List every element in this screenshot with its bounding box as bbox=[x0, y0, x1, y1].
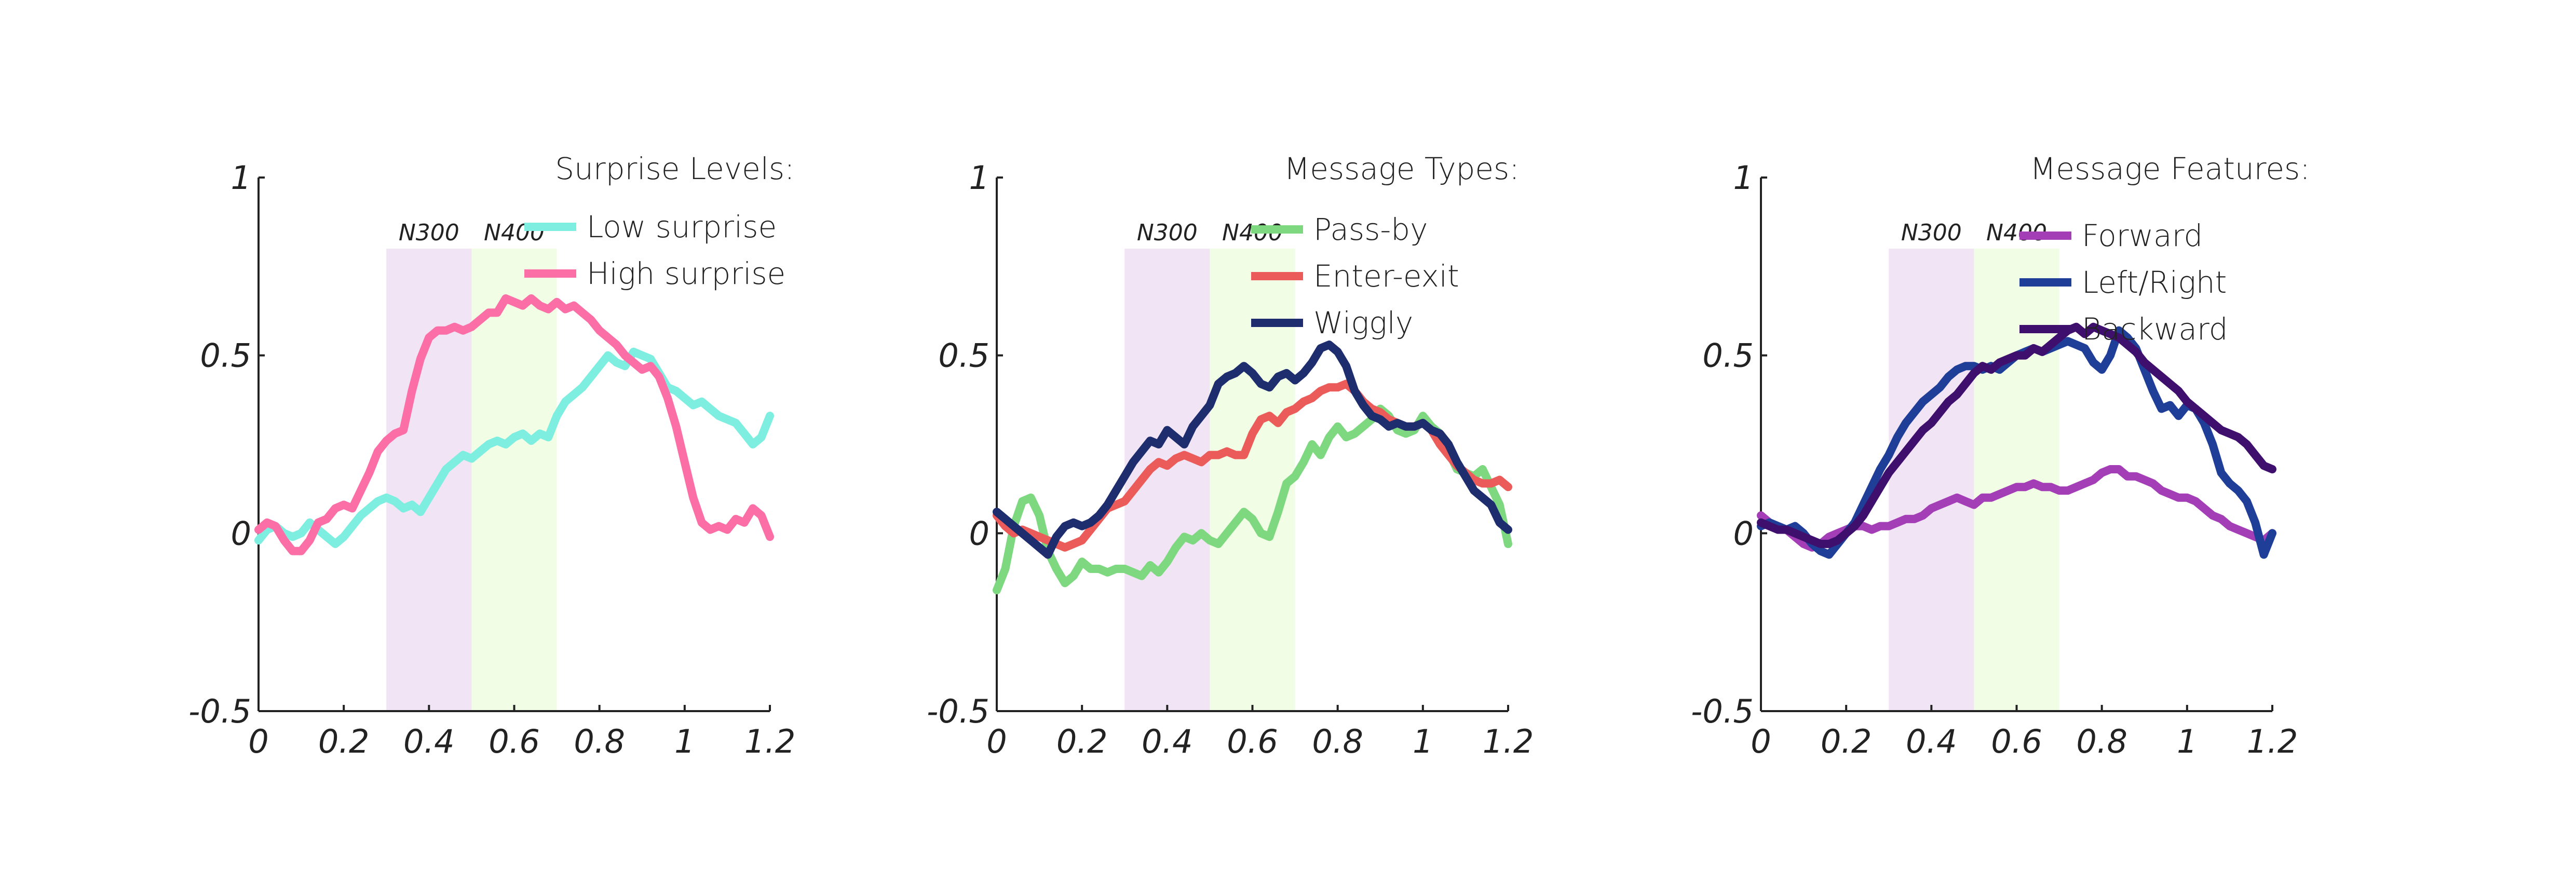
y-tick-label: 0 bbox=[1733, 514, 1754, 552]
y-tick-label: 0 bbox=[969, 514, 989, 552]
y-tick-label: 0 bbox=[231, 514, 251, 552]
chart-panel-1: N300 N400-0.500.510 0.2 0.4 0.6 0.8 1 1.2Surpri… bbox=[188, 151, 795, 760]
band-n400 bbox=[471, 249, 557, 712]
band-n400 bbox=[1210, 249, 1295, 712]
x-tick-label: 0 bbox=[986, 723, 1007, 760]
x-tick-label: 0 bbox=[248, 723, 268, 760]
x-tick-label: 0.2 bbox=[1821, 723, 1872, 760]
legend-label: Wiggly bbox=[1313, 305, 1413, 341]
x-tick-label: 1.2 bbox=[744, 723, 796, 760]
legend-label: Backward bbox=[2082, 311, 2228, 347]
legend-label: Pass-by bbox=[1313, 212, 1428, 247]
band-n300 bbox=[386, 249, 472, 712]
x-tick-label: 0.8 bbox=[1312, 723, 1363, 760]
x-tick-label: 1.2 bbox=[1483, 723, 1534, 760]
legend-label: Low surprise bbox=[587, 209, 777, 244]
x-tick-label: 1 bbox=[2177, 723, 2197, 760]
x-tick-label: 0.8 bbox=[574, 723, 625, 760]
x-tick-label: 0.6 bbox=[1991, 723, 2042, 760]
band-label-n300: N300 bbox=[399, 220, 459, 246]
x-tick-label: 0 bbox=[1751, 723, 1771, 760]
legend-label: High surprise bbox=[587, 256, 785, 291]
x-tick-label: 1 bbox=[1413, 723, 1433, 760]
x-tick-label: 0.2 bbox=[1056, 723, 1108, 760]
legend-title: Surprise Levels: bbox=[555, 151, 794, 186]
x-tick-label: 0.6 bbox=[489, 723, 540, 760]
legend-label: Forward bbox=[2082, 218, 2203, 253]
band-n400 bbox=[1974, 249, 2059, 712]
y-tick-label: -0.5 bbox=[927, 692, 989, 730]
legend-label: Left/Right bbox=[2082, 265, 2227, 300]
series-line-wiggly bbox=[993, 341, 1512, 559]
x-tick-label: 0.4 bbox=[1906, 723, 1957, 760]
y-tick-label: -0.5 bbox=[1691, 692, 1754, 730]
y-tick-label: 1 bbox=[1733, 159, 1754, 197]
y-tick-label: 1 bbox=[969, 159, 989, 197]
x-tick-label: 1 bbox=[674, 723, 695, 760]
x-tick-label: 0.4 bbox=[403, 723, 455, 760]
y-tick-label: -0.5 bbox=[188, 692, 251, 730]
series-line-low-surprise bbox=[254, 347, 774, 548]
x-tick-label: 1.2 bbox=[2247, 723, 2298, 760]
series-line-high-surprise bbox=[254, 294, 774, 555]
x-tick-label: 0.2 bbox=[318, 723, 370, 760]
band-label-n300: N300 bbox=[1901, 220, 1962, 246]
legend-title: Message Features: bbox=[2030, 151, 2310, 186]
y-tick-label: 0.5 bbox=[1702, 337, 1754, 375]
series-line-pass-by bbox=[993, 404, 1512, 594]
chart-panel-3: N300 N400-0.500.510 0.2 0.4 0.6 0.8 1 1.2Messag… bbox=[1691, 151, 2310, 760]
chart-panel-2: N300N400-0.500.5100.20.40.60.811.2Messag… bbox=[927, 151, 1534, 760]
x-tick-label: 0.6 bbox=[1227, 723, 1278, 760]
band-n300 bbox=[1889, 249, 1974, 712]
legend-title: Message Types: bbox=[1284, 151, 1520, 186]
y-tick-label: 0.5 bbox=[938, 337, 989, 375]
band-label-n300: N300 bbox=[1137, 220, 1198, 246]
x-tick-label: 0.4 bbox=[1142, 723, 1193, 760]
x-tick-label: 0.8 bbox=[2076, 723, 2127, 760]
series-line-backward bbox=[1757, 322, 2276, 548]
y-tick-label: 1 bbox=[231, 159, 251, 197]
legend-label: Enter-exit bbox=[1313, 258, 1459, 294]
y-tick-label: 0.5 bbox=[200, 337, 251, 375]
